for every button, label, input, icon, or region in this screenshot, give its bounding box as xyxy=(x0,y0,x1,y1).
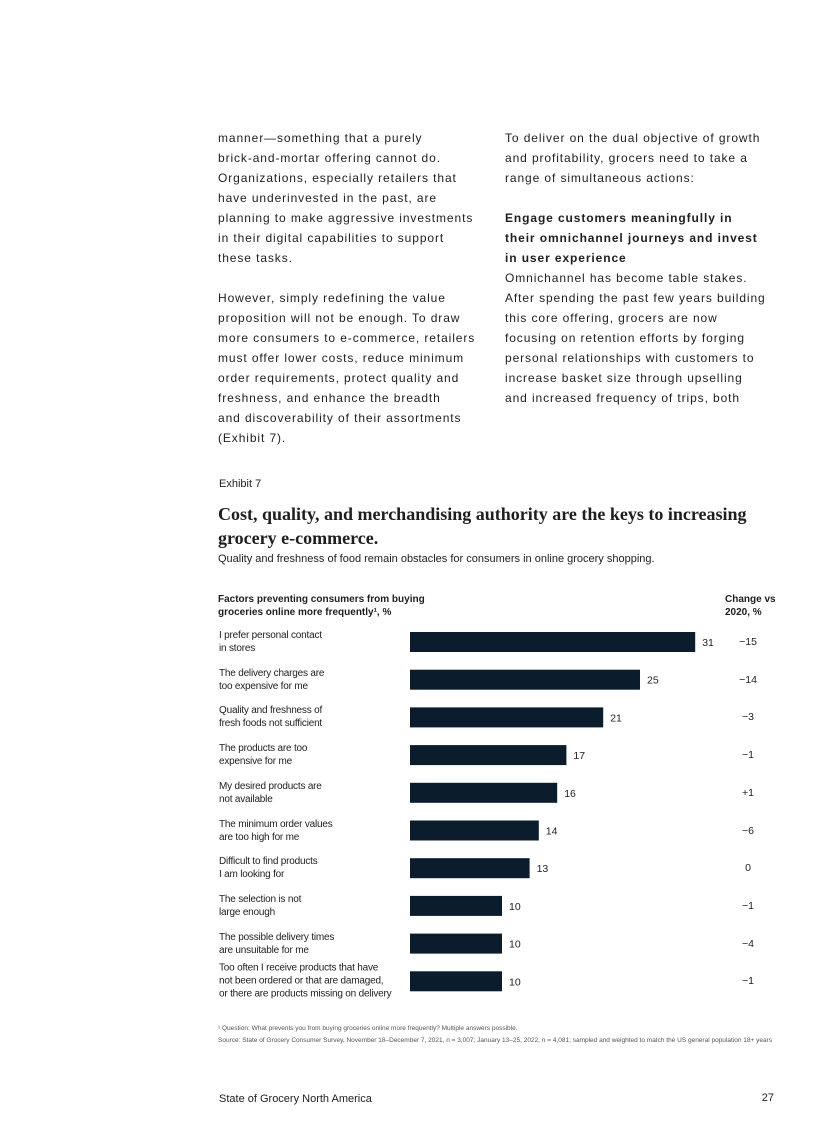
value-label: 14 xyxy=(546,826,558,838)
chart-title: Cost, quality, and merchandising authori… xyxy=(218,504,747,548)
body-line: order requirements, protect quality and xyxy=(218,371,460,385)
category-label: I prefer personal contact in stores xyxy=(219,630,322,654)
bar xyxy=(410,895,502,916)
body-line: After spending the past few years buildi… xyxy=(505,291,766,305)
source: Source: State of Grocery Consumer Survey… xyxy=(218,1037,772,1044)
body-line: manner—something that a purely xyxy=(218,131,423,145)
category-header: Factors preventing consumers from buying… xyxy=(218,594,425,618)
bar xyxy=(410,933,502,954)
value-label: 17 xyxy=(573,750,585,762)
body-line: (Exhibit 7). xyxy=(218,431,287,445)
value-label: 25 xyxy=(647,675,659,687)
value-label: 16 xyxy=(564,788,576,800)
body-line: freshness, and enhance the breadth xyxy=(218,391,441,405)
body-line: this core offering, grocers are now xyxy=(505,311,718,325)
body-line: proposition will not be enough. To draw xyxy=(218,311,461,325)
subheading-line: Engage customers meaningfully in xyxy=(505,211,733,225)
body-line: these tasks. xyxy=(218,251,293,265)
category-label: The minimum order values are too high fo… xyxy=(219,818,333,843)
category-label: Quality and freshness of fresh foods not… xyxy=(219,705,323,730)
change-label: −1 xyxy=(742,899,754,912)
category-label: Too often I receive products that have n… xyxy=(219,962,392,1000)
bar xyxy=(410,782,558,803)
body-line: in their digital capabilities to support xyxy=(218,231,445,245)
change-label: −3 xyxy=(742,711,754,724)
change-label: −14 xyxy=(739,673,757,686)
category-label: The selection is not large enough xyxy=(219,893,302,918)
body-line: focusing on retention efforts by forging xyxy=(505,331,745,345)
bar xyxy=(410,745,567,766)
bar xyxy=(410,820,539,841)
change-label: −15 xyxy=(739,636,757,648)
body-line: planning to make aggressive investments xyxy=(218,211,474,225)
bar xyxy=(410,971,502,992)
bar xyxy=(410,669,640,690)
subheading-line: their omnichannel journeys and invest xyxy=(505,231,758,245)
body-line: However, simply redefining the value xyxy=(218,291,446,305)
exhibit-label: Exhibit 7 xyxy=(219,478,262,490)
chart-subtitle: Quality and freshness of food remain obs… xyxy=(218,553,655,565)
body-line: must offer lower costs, reduce minimum xyxy=(218,351,465,365)
change-label: −4 xyxy=(742,937,754,950)
change-label: +1 xyxy=(742,786,754,799)
body-line: brick-and-mortar offering cannot do. xyxy=(218,151,441,165)
value-label: 10 xyxy=(509,901,521,913)
value-label: 10 xyxy=(509,976,521,988)
subheading-line: in user experience xyxy=(505,251,627,265)
value-label: 13 xyxy=(537,863,549,875)
value-label: 10 xyxy=(509,939,521,951)
body-line: Organizations, especially retailers that xyxy=(218,171,457,185)
category-label: My desired products are not available xyxy=(219,780,322,805)
body-line: personal relationships with customers to xyxy=(505,351,755,365)
change-label: 0 xyxy=(745,862,751,875)
body-line: Omnichannel has become table stakes. xyxy=(505,271,748,285)
body-line: and increased frequency of trips, both xyxy=(505,391,740,405)
bar xyxy=(410,707,604,728)
body-line: and profitability, grocers need to take … xyxy=(505,151,748,165)
body-line: To deliver on the dual objective of grow… xyxy=(505,131,761,145)
category-label: The possible delivery times are unsuitab… xyxy=(219,931,335,956)
body-line: more consumers to e-commerce, retailers xyxy=(218,331,476,345)
bar xyxy=(410,858,530,879)
category-label: Difficult to find products I am looking … xyxy=(219,856,318,881)
category-label: The products are too expensive for me xyxy=(219,743,308,768)
body-line: have underinvested in the past, are xyxy=(218,191,437,205)
change-label: −1 xyxy=(742,975,754,988)
body-line: and discoverability of their assortments xyxy=(218,411,462,425)
footer-title: State of Grocery North America xyxy=(219,1093,372,1105)
body-line: range of simultaneous actions: xyxy=(505,171,695,185)
bar xyxy=(410,632,696,652)
category-label: The delivery charges are too expensive f… xyxy=(219,667,325,692)
change-label: −1 xyxy=(742,749,754,762)
value-label: 21 xyxy=(610,712,622,724)
value-label: 31 xyxy=(702,637,714,649)
change-label: −6 xyxy=(742,824,754,837)
page-number: 27 xyxy=(761,1092,774,1104)
body-line: increase basket size through upselling xyxy=(505,371,743,385)
change-header: Change vs 2020, % xyxy=(725,594,776,618)
footnote: ¹ Question: What prevents you from buyin… xyxy=(218,1025,518,1032)
